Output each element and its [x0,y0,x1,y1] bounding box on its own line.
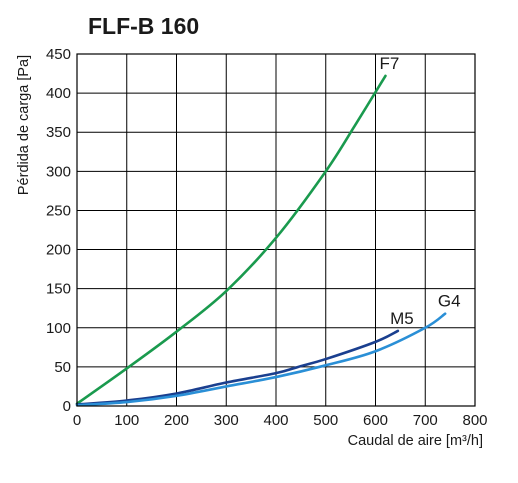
y-tick-label: 450 [46,46,71,63]
x-tick-label: 500 [313,412,338,429]
y-tick-label: 150 [46,281,71,298]
series-label-g4: G4 [438,292,461,311]
series-lines [75,74,447,407]
x-tick-label: 100 [114,412,139,429]
x-tick-label: 300 [214,412,239,429]
series-labels: F7 M5 G4 [379,54,460,328]
y-tick-label: 200 [46,242,71,259]
y-tick-label: 100 [46,320,71,337]
x-tick-label: 600 [363,412,388,429]
series-line-m5 [75,329,400,406]
x-tick-label: 400 [263,412,288,429]
x-tick-label: 700 [413,412,438,429]
plot-frame [76,53,476,407]
y-axis-label: Pérdida de carga [Pa] [16,55,32,195]
y-tick-label: 250 [46,202,71,219]
x-tick-label: 200 [164,412,189,429]
x-tick-label: 800 [462,412,487,429]
series-line-f7 [75,74,387,405]
series-line-g4 [75,312,447,407]
y-tick-label: 0 [63,398,71,415]
x-axis-label: Caudal de aire [m³/h] [348,433,483,449]
series-label-f7: F7 [379,54,399,73]
y-tick-label: 400 [46,85,71,102]
tick-labels: 0 100 200 300 400 500 600 700 800 0 50 100 150 200 250… [46,46,488,429]
x-tick-label: 0 [73,412,81,429]
chart-title: FLF-B 160 [88,13,199,39]
y-tick-label: 300 [46,163,71,180]
y-tick-label: 350 [46,124,71,141]
series-label-m5: M5 [390,309,414,328]
y-tick-label: 50 [54,359,71,376]
grid [76,53,476,407]
